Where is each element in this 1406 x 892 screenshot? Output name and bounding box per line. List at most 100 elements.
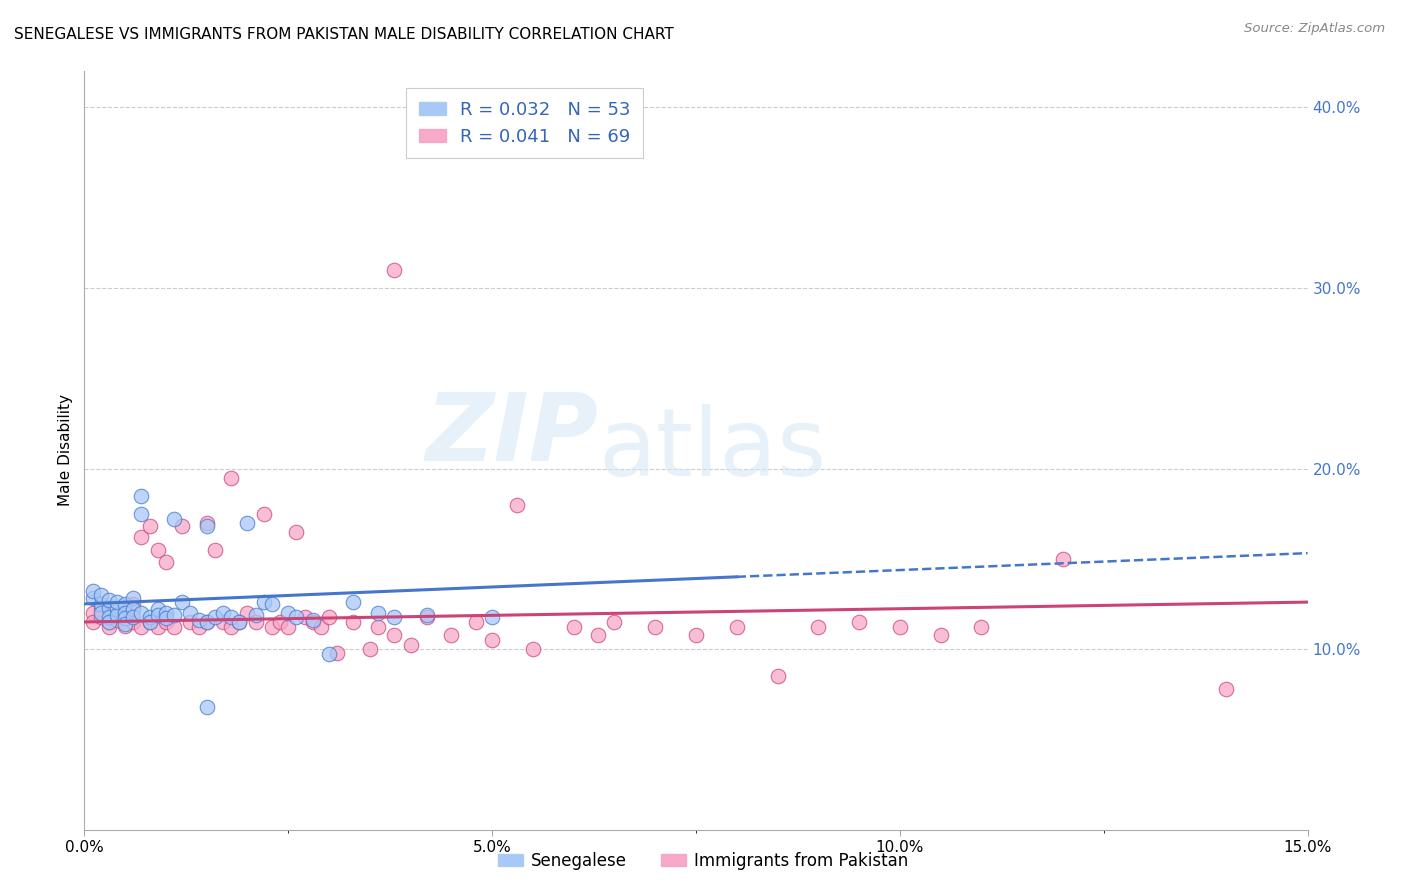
Point (97, 593, 120, 607)
Point (848, 615, 870, 629)
Point (163, 620, 186, 634)
Point (522, 642, 544, 657)
Point (195, 615, 218, 629)
Point (131, 620, 153, 634)
Point (105, 606, 128, 620)
Point (114, 609, 136, 624)
Point (105, 595, 128, 609)
Point (342, 615, 364, 629)
Point (105, 607, 128, 622)
Point (294, 609, 316, 624)
Point (228, 615, 250, 629)
Point (440, 627, 463, 641)
Point (97, 615, 120, 629)
Point (382, 627, 405, 641)
Point (318, 609, 340, 624)
Point (179, 615, 201, 629)
Point (195, 516, 218, 530)
Point (260, 620, 283, 634)
Point (122, 591, 145, 606)
Point (725, 620, 748, 634)
Point (481, 633, 503, 648)
Point (195, 519, 218, 533)
Point (562, 620, 585, 634)
Point (253, 507, 276, 521)
Point (1215, 681, 1237, 696)
Point (179, 606, 201, 620)
Point (163, 607, 186, 622)
Point (204, 609, 226, 624)
Y-axis label: Male Disability: Male Disability (58, 394, 73, 507)
Point (122, 609, 145, 624)
Point (138, 609, 160, 624)
Point (138, 615, 160, 629)
Point (114, 606, 136, 620)
Point (90, 606, 112, 620)
Point (155, 615, 177, 629)
Point (114, 618, 136, 632)
Point (318, 648, 340, 662)
Point (219, 470, 242, 484)
Point (285, 524, 308, 539)
Point (90, 602, 112, 616)
Point (807, 620, 830, 634)
Point (277, 606, 299, 620)
Point (399, 639, 422, 653)
Point (416, 607, 439, 622)
Point (309, 620, 332, 634)
Point (326, 646, 349, 660)
Point (97, 600, 120, 615)
Point (82, 591, 104, 606)
Point (131, 489, 153, 503)
Point (285, 609, 308, 624)
Point (155, 555, 177, 569)
Point (105, 613, 128, 627)
Point (970, 620, 993, 634)
Point (212, 606, 235, 620)
Point (114, 611, 136, 625)
Point (82, 584, 104, 599)
Point (172, 595, 194, 609)
Point (97, 615, 120, 629)
Point (1052, 551, 1074, 566)
Point (90, 609, 112, 624)
Text: ZIP: ZIP (425, 389, 598, 482)
Point (245, 607, 267, 622)
Point (105, 602, 128, 616)
Point (90, 597, 112, 611)
Point (481, 609, 503, 624)
Text: atlas: atlas (598, 404, 827, 497)
Point (114, 597, 136, 611)
Point (367, 620, 389, 634)
Point (155, 606, 177, 620)
Point (219, 609, 242, 624)
Point (228, 615, 250, 629)
Point (382, 263, 405, 277)
Point (187, 620, 209, 634)
Point (195, 615, 218, 629)
Point (114, 616, 136, 631)
Point (219, 620, 242, 634)
Point (889, 620, 911, 634)
Point (236, 516, 259, 530)
Point (82, 615, 104, 629)
Point (359, 642, 381, 657)
Point (97, 609, 120, 624)
Point (586, 627, 609, 641)
Point (301, 613, 323, 627)
Point (253, 595, 276, 609)
Point (163, 512, 186, 526)
Point (204, 542, 226, 557)
Point (172, 519, 194, 533)
Point (464, 615, 486, 629)
Point (603, 615, 626, 629)
Point (367, 606, 389, 620)
Point (146, 607, 169, 622)
Point (131, 530, 153, 544)
Point (416, 609, 439, 624)
Point (90, 588, 112, 602)
Point (146, 602, 169, 616)
Point (82, 606, 104, 620)
Point (122, 602, 145, 616)
Point (122, 615, 145, 629)
